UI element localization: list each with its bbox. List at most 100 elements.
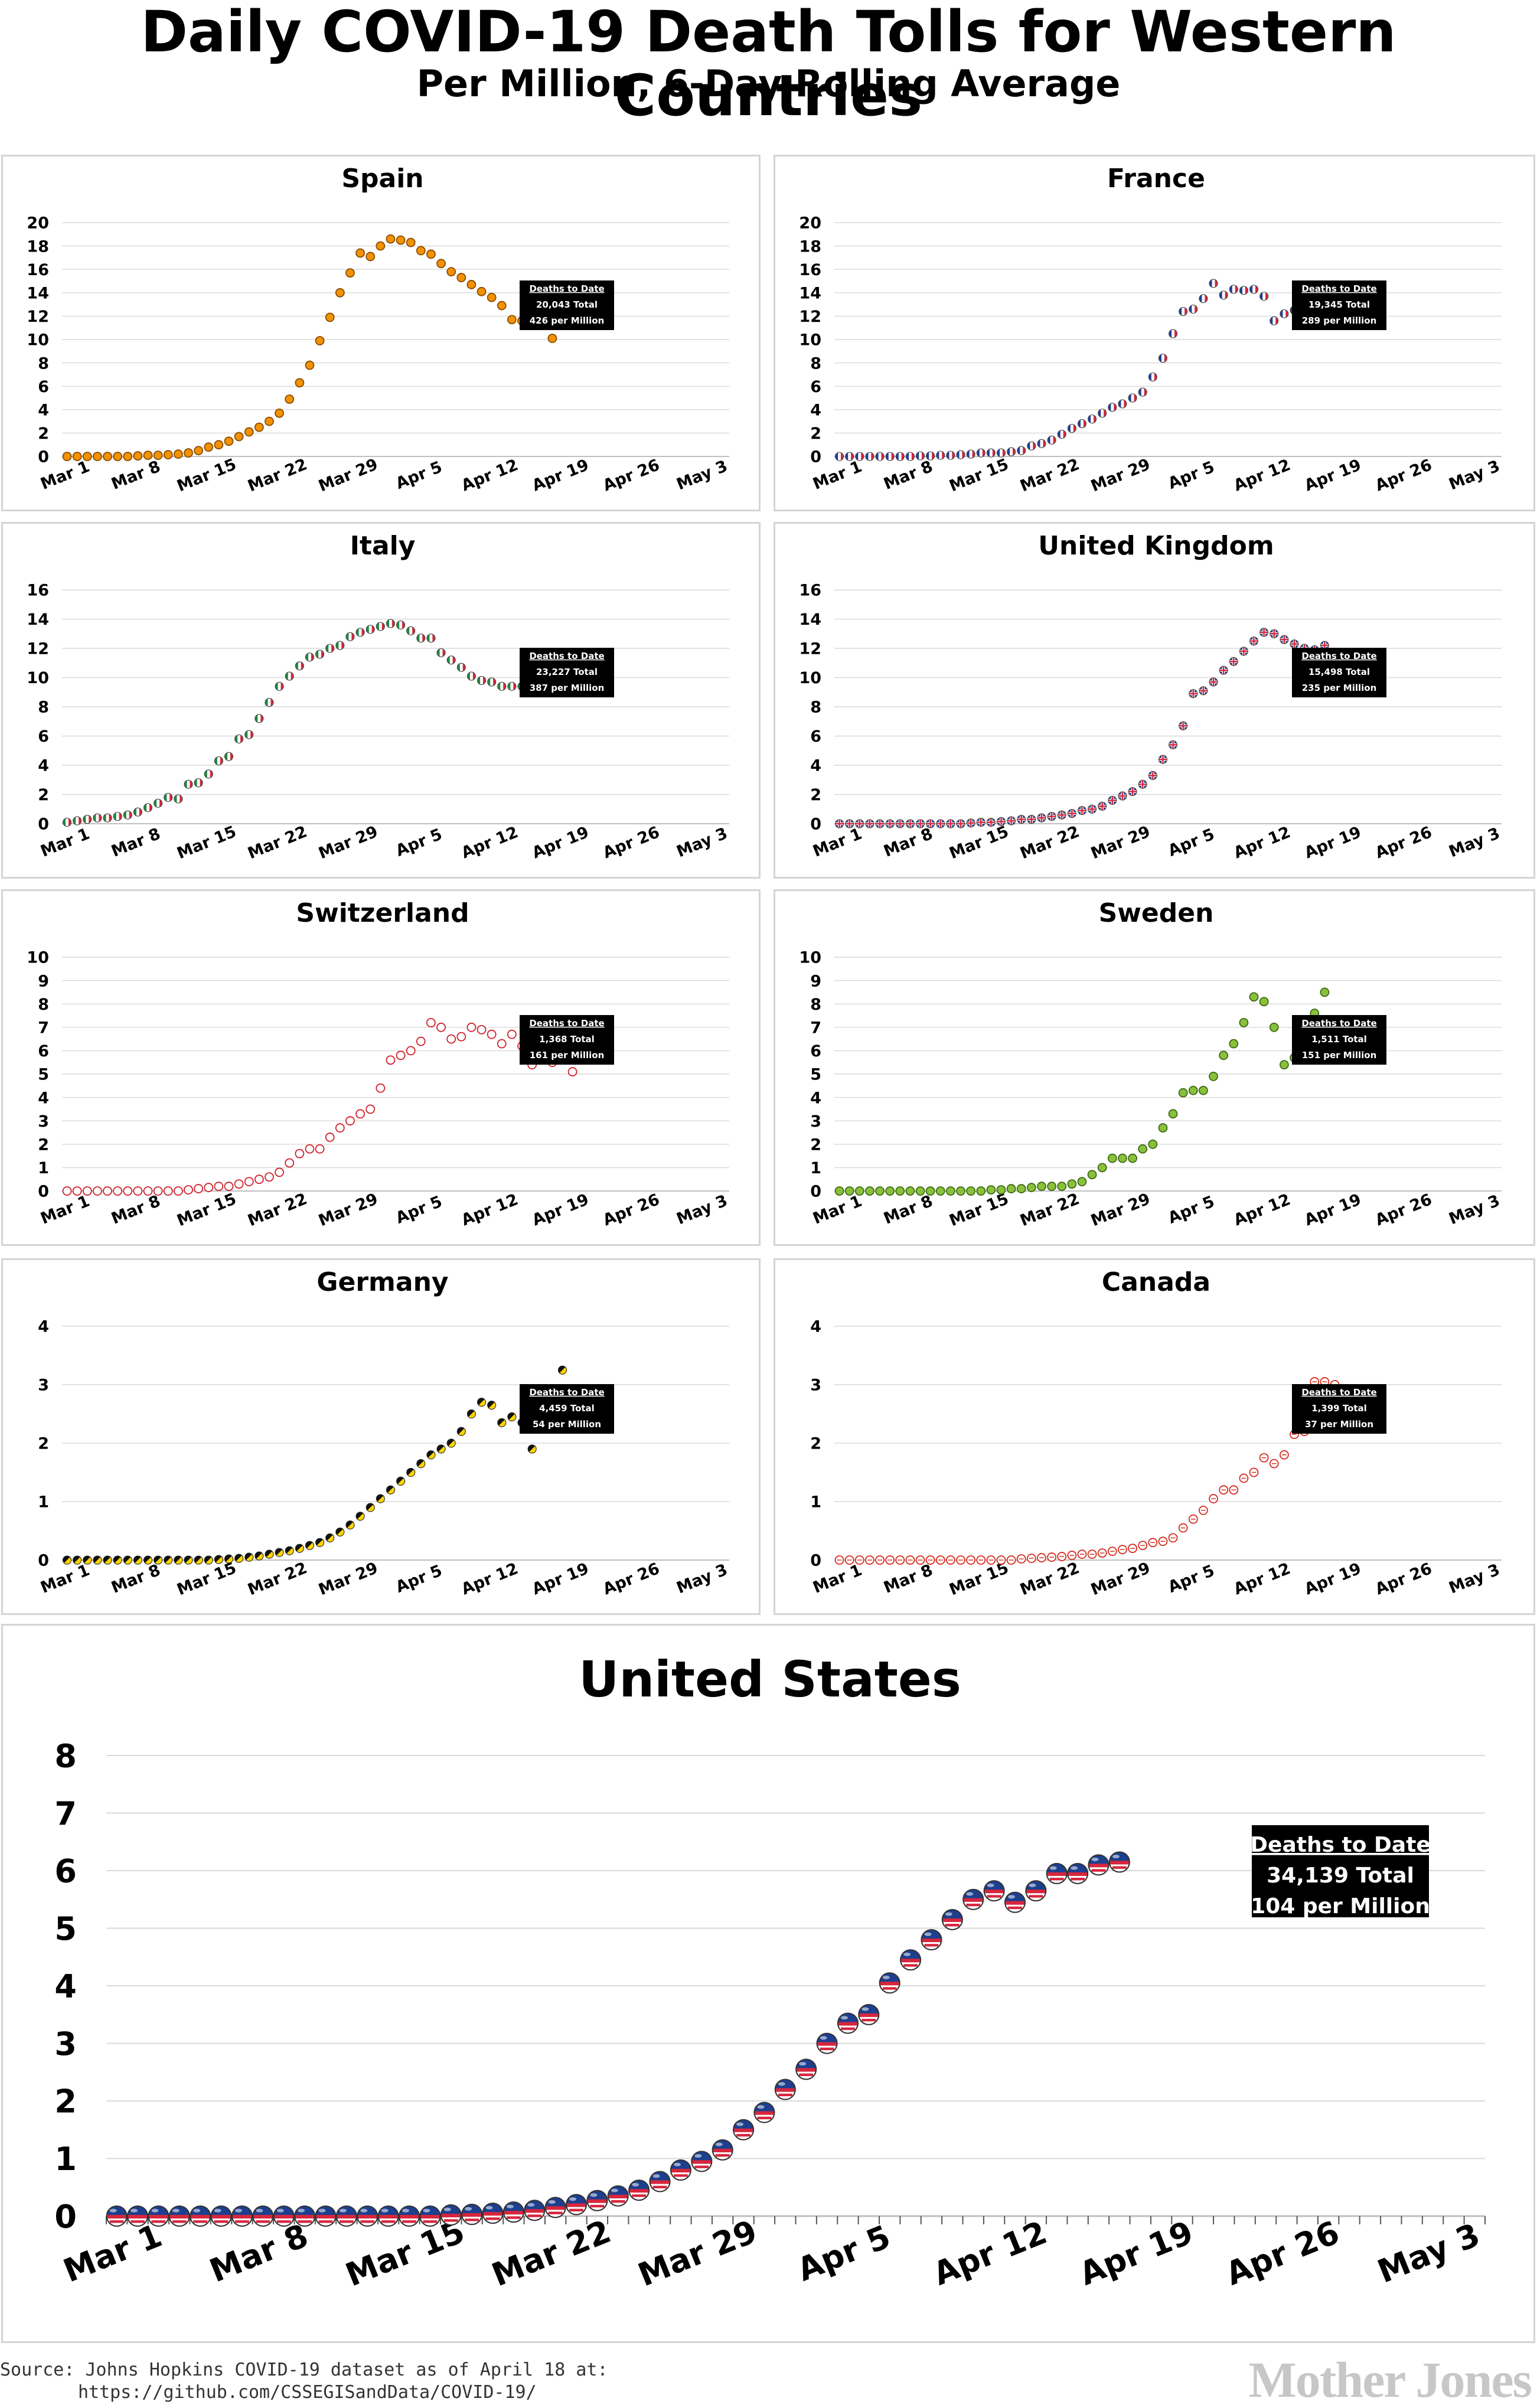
deaths-box-per-million: 37 per Million [1305,1419,1373,1430]
data-point [1249,1467,1259,1477]
data-point [184,1555,193,1565]
data-point [436,1022,446,1032]
y-tick-label: 0 [810,1183,821,1201]
deaths-box-title: Deaths to Date [1250,1833,1431,1857]
x-tick-label: May 3 [1446,1561,1502,1597]
data-point [376,622,385,631]
data-point [1229,657,1238,666]
data-point [398,2205,420,2227]
data-point [376,241,386,251]
chart-title-switzerland: Switzerland [296,898,469,928]
data-point [1138,1541,1148,1551]
data-point [1107,1153,1117,1163]
data-point [1007,447,1016,456]
data-point [275,681,284,691]
data-point [1067,809,1076,818]
data-point [1067,1179,1077,1189]
data-point [396,1476,406,1486]
data-point [945,1555,955,1565]
data-point [895,452,905,461]
x-tick-label: Apr 12 [928,2214,1052,2293]
chart-title-united-kingdom: United Kingdom [1038,531,1274,561]
data-point [895,1555,905,1565]
chart-panel-spain: Spain 0 2 4 6 8 10 12 14 16 18 20 Mar 1 Mar 8 Mar 15 Ma… [1,155,761,511]
data-point [1098,801,1107,811]
data-point [854,1186,864,1196]
x-labels-sweden: Mar 1 Mar 8 Mar 15 Mar 22 Mar 29 Apr 5 Apr 12 A… [810,1190,1502,1230]
points-germany [63,1365,577,1565]
y-tick-label: 8 [810,699,821,717]
data-point [1088,804,1097,814]
data-point [1259,292,1269,301]
data-point [1148,771,1157,780]
y-tick-label: 0 [810,448,821,466]
data-point [1037,1182,1046,1191]
data-point [325,1133,335,1142]
points-switzerland [62,1017,577,1196]
data-point [875,1186,885,1196]
y-tick-label: 0 [38,815,49,834]
data-point [905,819,915,828]
data-point [133,451,143,461]
data-point [1209,1072,1218,1081]
deaths-box-title: Deaths to Date [1301,1387,1376,1398]
y-tick-label: 10 [27,669,49,687]
y-tick-label: 10 [27,331,49,350]
data-point [174,794,183,804]
data-point [996,448,1006,458]
data-point [366,1104,376,1114]
data-point [502,2201,524,2223]
data-point [113,1186,123,1196]
y-tick-label: 1 [810,1159,821,1177]
chart-panel-united-states: United States 0 1 2 3 4 5 6 7 8 Mar 1 Mar 8 Mar 15 Ma… [1,1624,1535,2343]
deaths-box-title: Deaths to Date [529,651,604,661]
data-point [1219,1485,1229,1495]
x-tick-label: Mar 29 [1088,1559,1153,1599]
data-point [305,360,315,370]
data-point [265,1172,274,1182]
grid-united-states: 0 1 2 3 4 5 6 7 8 [54,1737,1485,2235]
chart-title-canada: Canada [1102,1267,1210,1297]
data-point [557,1365,567,1375]
y-tick-label: 4 [38,1089,49,1107]
x-tick-label: Mar 29 [1088,823,1153,863]
data-point [1178,1088,1188,1098]
data-point [446,1034,456,1044]
data-point [1229,285,1238,294]
data-point [1280,309,1289,318]
data-point [275,1167,285,1177]
data-point [996,1555,1006,1565]
x-tick-label: Apr 19 [1302,823,1364,862]
data-point [1118,1153,1127,1163]
data-point [305,1144,315,1154]
grid-italy: 0 2 4 6 8 10 12 14 16 [27,582,729,834]
x-tick-label: Mar 22 [1017,1559,1082,1599]
data-point [1239,1017,1249,1027]
data-point [1128,393,1137,403]
data-point [305,1541,315,1550]
data-point [915,1186,925,1196]
x-tick-label: Mar 22 [245,823,309,863]
data-point [325,1533,335,1542]
data-point [244,1177,254,1187]
data-point [1138,779,1147,789]
data-point [976,1555,986,1565]
y-tick-label: 12 [799,308,821,326]
data-point [1179,306,1188,317]
data-point [567,1067,577,1076]
data-point [1088,1854,1109,1876]
data-point [285,394,295,404]
data-point [1169,740,1178,749]
data-point [184,779,193,789]
data-point [905,452,915,461]
data-point [1219,665,1228,675]
grid-sweden: 0 1 2 3 4 5 6 7 8 9 10 [799,949,1502,1201]
y-tick-label: 8 [54,1737,77,1774]
data-point [194,778,203,788]
data-point [1067,1862,1089,1884]
y-tick-label: 3 [38,1112,49,1131]
